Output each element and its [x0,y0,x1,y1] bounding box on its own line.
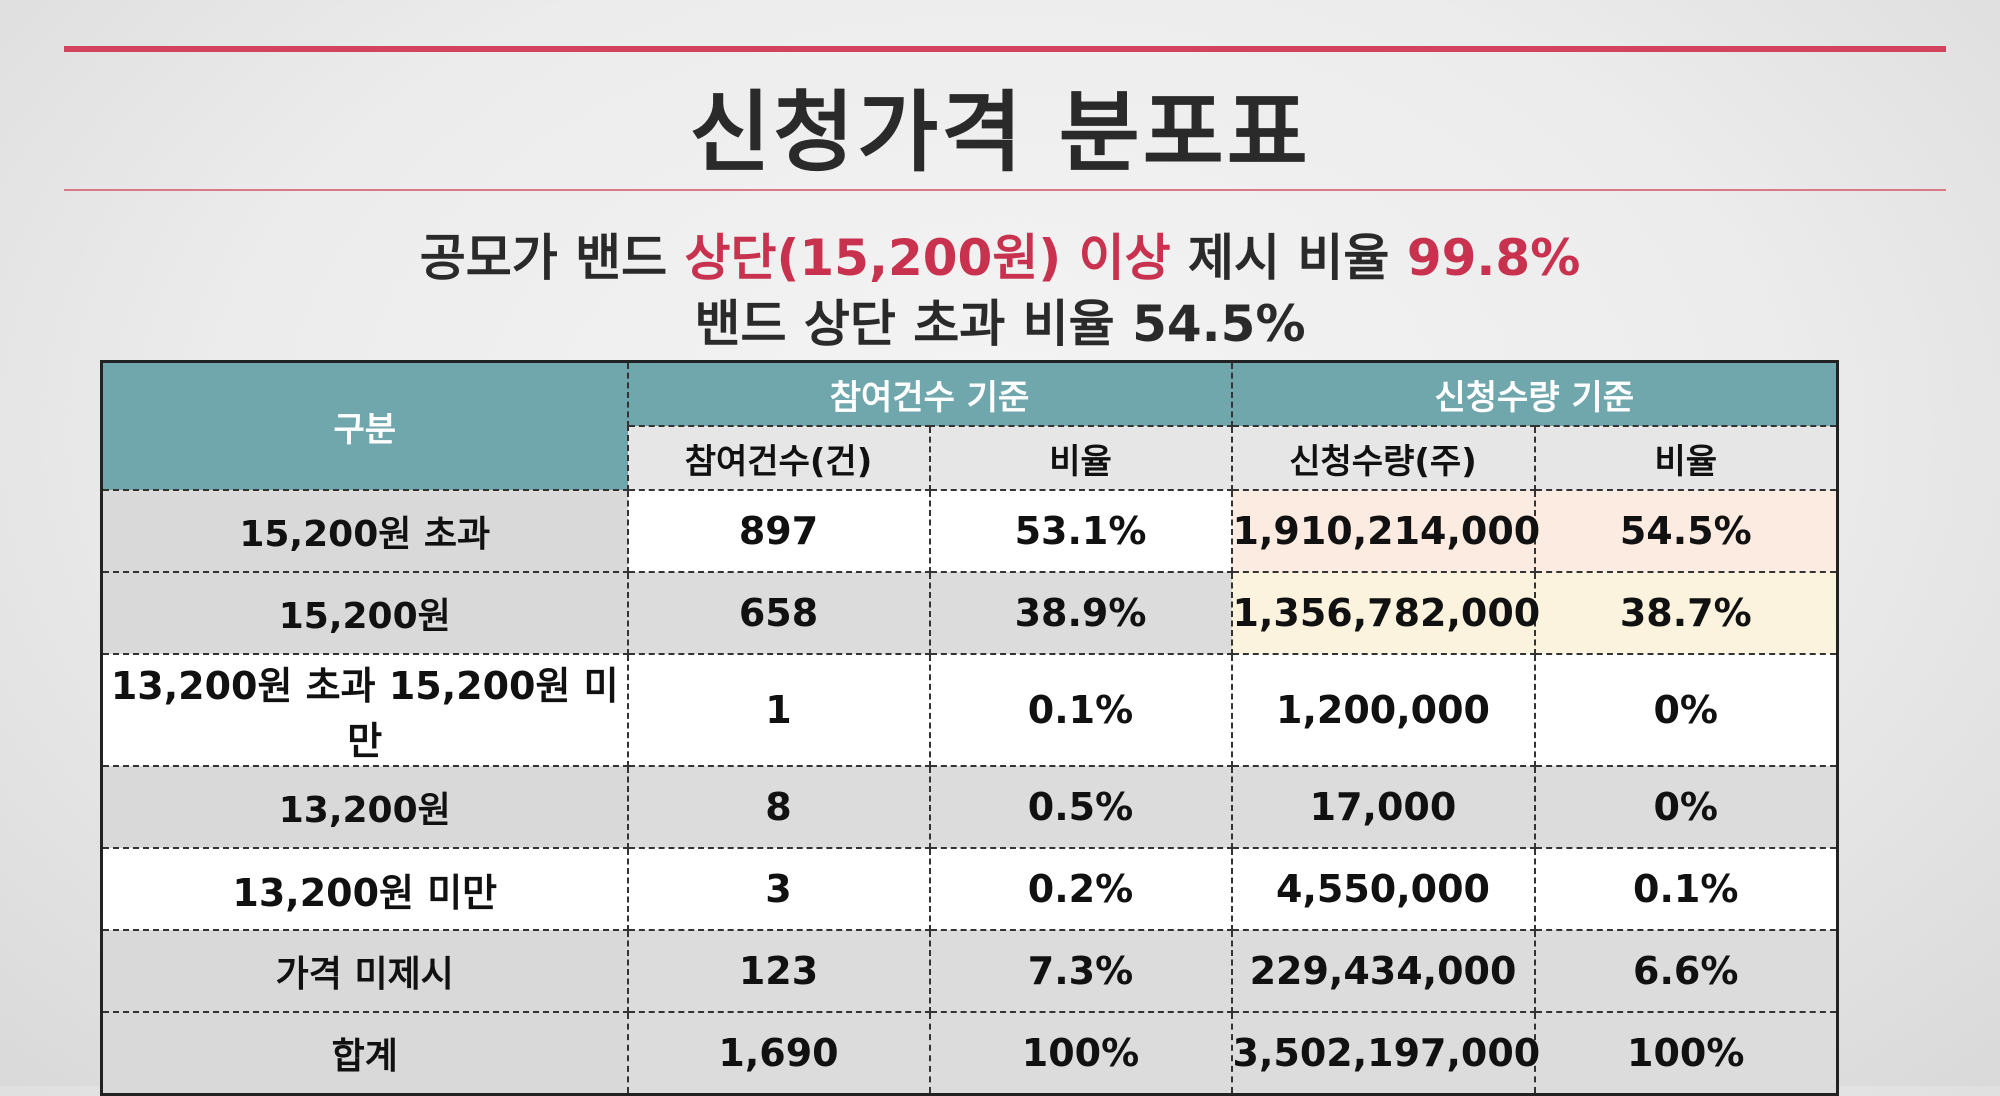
cell-count: 8 [626,765,931,849]
cell-count-ratio: 0.1% [928,653,1233,767]
cell-quantity: 1,200,000 [1230,653,1536,767]
row-label: 13,200원 [100,765,629,849]
subtitle-band-top: 상단(15,200원) 이상 [684,229,1171,287]
title-divider [64,189,1946,191]
header-quantity: 신청수량(주) [1230,425,1536,491]
cell-count: 1 [626,653,931,767]
header-category: 구분 [100,360,629,491]
cell-quantity-ratio: 54.5% [1533,489,1839,573]
row-label: 13,200원 초과 15,200원 미만 [100,653,629,767]
cell-quantity-ratio: 100% [1533,1011,1839,1096]
subtitle-percent: 99.8% [1406,229,1581,287]
cell-count: 123 [626,929,931,1013]
header-group-count: 참여건수 기준 [626,360,1233,427]
cell-quantity-ratio: 0% [1533,765,1839,849]
subtitle-mid: 제시 비율 [1170,229,1407,287]
cell-quantity-ratio: 0.1% [1533,847,1839,931]
header-count-ratio: 비율 [928,425,1233,491]
cell-count: 658 [626,571,931,655]
cell-count: 1,690 [626,1011,931,1096]
cell-quantity: 17,000 [1230,765,1536,849]
cell-quantity-ratio: 0% [1533,653,1839,767]
header-group-quantity: 신청수량 기준 [1230,360,1839,427]
cell-quantity: 1,910,214,000 [1230,489,1540,573]
row-label: 15,200원 초과 [100,489,629,573]
cell-quantity: 229,434,000 [1230,929,1536,1013]
table-row: 13,200원 미만 3 0.2% 4,550,000 0.1% [100,847,1839,931]
table-row-total: 합계 1,690 100% 3,502,197,000 100% [100,1011,1839,1096]
subtitle-prefix: 공모가 밴드 [419,229,685,287]
distribution-table: 구분 참여건수 기준 신청수량 기준 참여건수(건) 비율 신청수량(주) 비율… [100,360,1839,1096]
table-row: 13,200원 초과 15,200원 미만 1 0.1% 1,200,000 0… [100,653,1839,767]
cell-count-ratio: 100% [928,1011,1233,1096]
cell-quantity: 4,550,000 [1230,847,1536,931]
page-title: 신청가격 분포표 [689,81,1311,184]
cell-count: 897 [626,489,931,573]
table-row: 13,200원 8 0.5% 17,000 0% [100,765,1839,849]
cell-count-ratio: 53.1% [928,489,1233,573]
cell-quantity-ratio: 6.6% [1533,929,1839,1013]
row-label: 합계 [100,1011,629,1096]
subtitle-line-2: 밴드 상단 초과 비율 54.5% [694,295,1306,353]
table-row: 15,200원 초과 897 53.1% 1,910,214,000 54.5% [100,489,1839,573]
subtitle-line-1: 공모가 밴드 상단(15,200원) 이상 제시 비율 99.8% [0,218,2000,290]
table-row: 15,200원 658 38.9% 1,356,782,000 38.7% [100,571,1839,655]
cell-count-ratio: 7.3% [928,929,1233,1013]
cell-count-ratio: 0.2% [928,847,1233,931]
cell-count-ratio: 0.5% [928,765,1233,849]
cell-quantity: 3,502,197,000 [1230,1011,1540,1096]
row-label: 13,200원 미만 [100,847,629,931]
cell-quantity-ratio: 38.7% [1533,571,1839,655]
row-label: 가격 미제시 [100,929,629,1013]
header-count: 참여건수(건) [626,425,931,491]
row-label: 15,200원 [100,571,629,655]
cell-count: 3 [626,847,931,931]
cell-quantity: 1,356,782,000 [1230,571,1540,655]
header-quantity-ratio: 비율 [1533,425,1839,491]
table-row: 가격 미제시 123 7.3% 229,434,000 6.6% [100,929,1839,1013]
cell-count-ratio: 38.9% [928,571,1233,655]
top-divider [64,46,1946,52]
